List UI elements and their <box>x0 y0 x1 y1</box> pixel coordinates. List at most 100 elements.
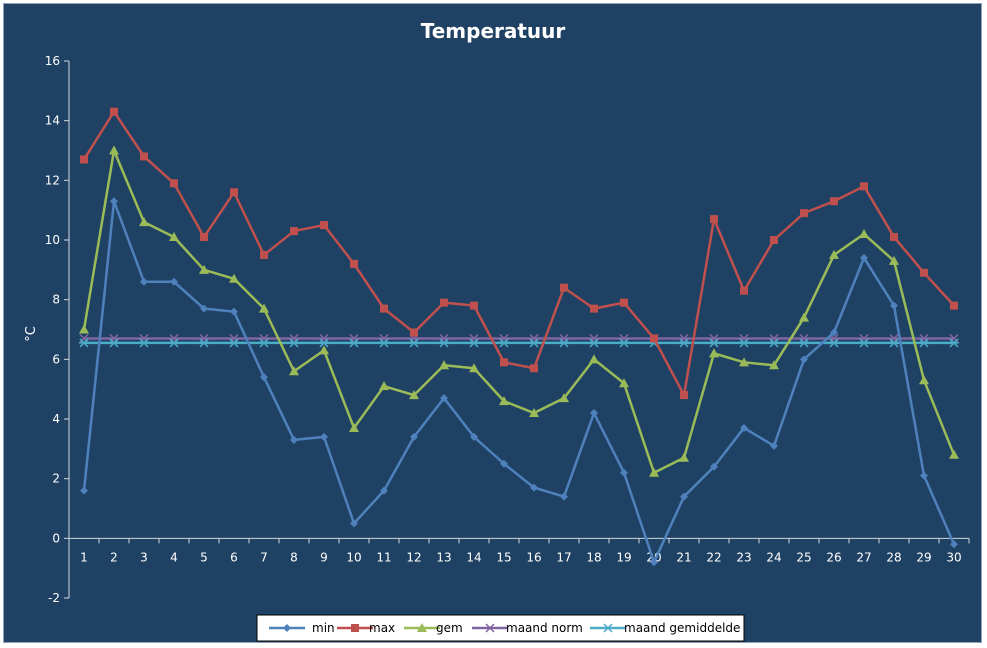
data-point-gem <box>199 264 209 274</box>
y-tick-label: 6 <box>52 352 60 366</box>
data-point-gem <box>529 408 539 418</box>
data-point-max <box>920 268 928 277</box>
series-line-gem <box>82 149 956 474</box>
data-point-maand-gemiddelde <box>79 338 89 348</box>
data-point-min <box>260 373 268 382</box>
x-tick-label: 18 <box>586 550 601 564</box>
series-line-min <box>82 199 956 564</box>
y-tick-label: 2 <box>52 472 60 486</box>
x-tick-label: 9 <box>320 550 328 564</box>
x-tick-label: 29 <box>916 550 931 564</box>
data-point-max <box>740 286 748 295</box>
x-tick-label: 17 <box>556 550 571 564</box>
data-point-max <box>800 209 808 218</box>
x-tick-label: 11 <box>376 550 391 564</box>
data-point-min <box>80 486 88 495</box>
data-point-min <box>710 462 718 471</box>
data-point-gem <box>439 360 449 370</box>
data-point-gem <box>949 449 959 459</box>
data-point-max <box>650 334 658 343</box>
data-point-max <box>110 107 118 116</box>
data-point-min <box>440 394 448 403</box>
x-tick-label: 16 <box>526 550 541 564</box>
x-tick-label: 21 <box>676 550 691 564</box>
data-point-max <box>560 283 568 292</box>
data-point-max <box>590 304 598 313</box>
x-tick-label: 2 <box>110 550 118 564</box>
data-point-max <box>80 155 88 164</box>
y-tick-label: 10 <box>45 233 60 247</box>
data-point-max <box>710 215 718 224</box>
data-point-maand-gemiddelde <box>409 338 419 348</box>
legend-marker <box>351 624 359 632</box>
data-point-gem <box>79 324 89 334</box>
y-tick-label: 4 <box>52 412 60 426</box>
x-tick-label: 13 <box>436 550 451 564</box>
data-point-gem <box>799 312 809 322</box>
legend-label: gem <box>436 621 463 635</box>
y-axis-label: °C <box>24 326 39 342</box>
data-point-maand-gemiddelde <box>799 338 809 348</box>
data-point-maand-gemiddelde <box>739 338 749 348</box>
chart-area: Temperatuur °C -2 0 2 4 6 8 10 12 14 16 1 2 3 4 5 6 7 8 9 10 1… <box>3 3 982 643</box>
data-point-max <box>410 328 418 337</box>
data-point-min <box>230 307 238 316</box>
data-point-max <box>530 364 538 373</box>
data-point-maand-gemiddelde <box>949 338 959 348</box>
data-point-max <box>260 250 268 259</box>
data-point-maand-gemiddelde <box>379 338 389 348</box>
data-point-maand-gemiddelde <box>199 338 209 348</box>
data-point-max <box>230 188 238 197</box>
data-point-max <box>320 221 328 230</box>
y-tick-label: 12 <box>45 173 60 187</box>
data-point-min <box>470 432 478 441</box>
data-point-gem <box>319 345 329 355</box>
data-point-gem <box>499 396 509 406</box>
data-point-gem <box>289 366 299 376</box>
data-point-maand-gemiddelde <box>109 338 119 348</box>
data-point-maand-gemiddelde <box>289 338 299 348</box>
data-point-max <box>170 179 178 188</box>
data-point-max <box>830 197 838 206</box>
x-tick-label: 28 <box>886 550 901 564</box>
data-point-gem <box>259 303 269 313</box>
x-tick-label: 7 <box>260 550 268 564</box>
data-point-maand-gemiddelde <box>439 338 449 348</box>
legend-label: max <box>369 621 395 635</box>
x-tick-label: 12 <box>406 550 421 564</box>
x-tick-label: 10 <box>346 550 361 564</box>
data-point-min <box>350 519 358 528</box>
data-point-maand-gemiddelde <box>559 338 569 348</box>
data-point-maand-gemiddelde <box>349 338 359 348</box>
data-point-max <box>290 227 298 236</box>
data-point-max <box>860 182 868 191</box>
legend-marker <box>417 623 427 632</box>
x-tick-label: 19 <box>616 550 631 564</box>
data-point-min <box>920 471 928 480</box>
data-point-max <box>680 391 688 400</box>
data-point-gem <box>139 217 149 227</box>
data-point-max <box>770 236 778 244</box>
data-point-maand-gemiddelde <box>469 338 479 348</box>
data-point-min <box>410 432 418 441</box>
data-point-gem <box>349 422 359 432</box>
data-point-min <box>620 468 628 477</box>
data-point-gem <box>709 348 719 358</box>
data-point-gem <box>559 393 569 403</box>
data-point-max <box>500 358 508 367</box>
data-point-max <box>440 298 448 307</box>
legend-marker <box>603 623 613 633</box>
data-point-min <box>170 277 178 286</box>
data-point-maand-gemiddelde <box>889 338 899 348</box>
data-point-gem <box>469 363 479 373</box>
x-tick-label: 5 <box>200 550 208 564</box>
data-point-gem <box>889 255 899 265</box>
chart-title: Temperatuur <box>421 19 566 43</box>
data-point-min <box>110 197 118 206</box>
legend-label: maand gemiddelde <box>624 621 740 635</box>
data-point-maand-gemiddelde <box>919 338 929 348</box>
data-point-min <box>860 253 868 262</box>
data-point-min <box>950 540 958 549</box>
data-point-min <box>770 441 778 450</box>
data-point-maand-gemiddelde <box>229 338 239 348</box>
